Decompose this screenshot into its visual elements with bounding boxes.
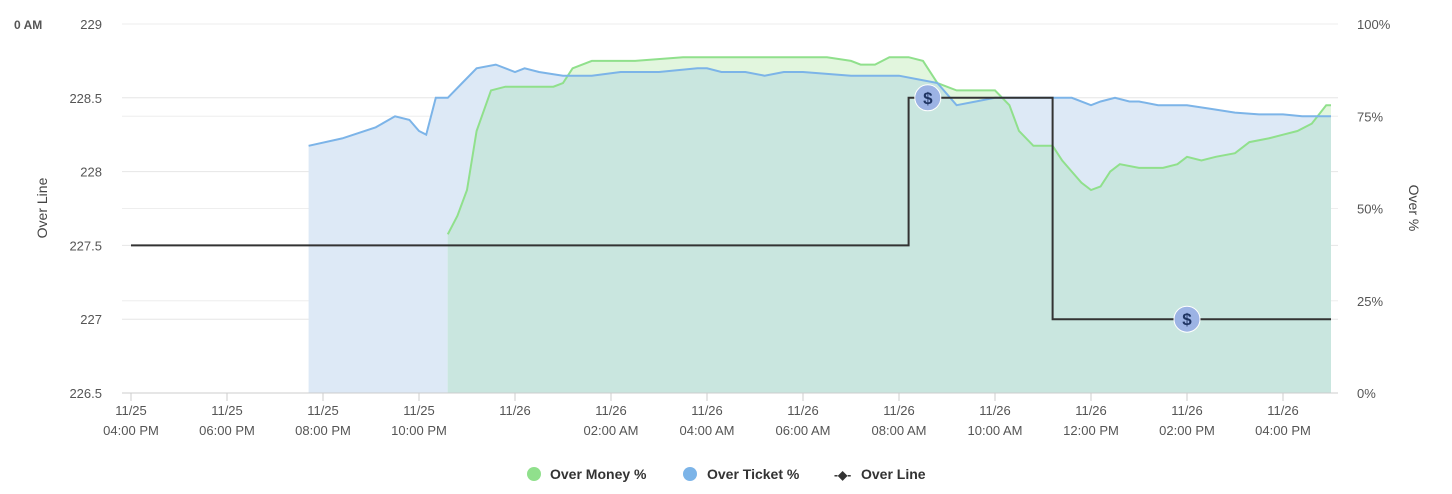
legend-item-line[interactable]: -◆- Over Line <box>834 466 926 482</box>
y-axis-title-right: Over % <box>1406 185 1422 232</box>
y-tick-label-left: 229 <box>80 17 102 32</box>
legend-line-symbol: -◆- <box>834 468 851 482</box>
x-tick-label-time: 04:00 AM <box>680 423 735 438</box>
x-tick-label-time: 12:00 PM <box>1063 423 1119 438</box>
x-tick-label-date: 11/26 <box>691 403 723 418</box>
y-tick-label-left: 228 <box>80 165 102 180</box>
x-tick-label-date: 11/26 <box>1171 403 1203 418</box>
dollar-marker-symbol: $ <box>923 89 933 108</box>
x-tick-label-time: 08:00 AM <box>872 423 927 438</box>
legend-money-label: Over Money % <box>550 466 647 482</box>
x-tick-label-time: 02:00 PM <box>1159 423 1215 438</box>
x-tick-label-date: 11/25 <box>115 403 147 418</box>
x-tick-label-date: 11/26 <box>499 403 531 418</box>
y-tick-label-right: 75% <box>1357 109 1383 124</box>
x-tick-label-time: 06:00 AM <box>776 423 831 438</box>
x-tick-label-time: 02:00 AM <box>584 423 639 438</box>
series-lines <box>131 56 1331 321</box>
y-tick-label-right: 25% <box>1357 294 1383 309</box>
y-tick-label-left: 227 <box>80 312 102 327</box>
legend-item-money[interactable]: Over Money % <box>527 466 647 482</box>
dollar-marker-circle <box>1173 305 1201 333</box>
y-tick-label-left: 226.5 <box>69 386 102 401</box>
x-tick-label-date: 11/26 <box>979 403 1011 418</box>
y-tick-label-right: 0% <box>1357 386 1376 401</box>
dollar-marker: $ <box>1173 305 1201 333</box>
x-tick-label-date: 11/26 <box>595 403 627 418</box>
legend-item-ticket[interactable]: Over Ticket % <box>683 466 800 482</box>
y-axis-title-left: Over Line <box>34 177 50 238</box>
overlap-area <box>447 64 1331 393</box>
ticket-line <box>308 63 1331 147</box>
x-tick-label-date: 11/26 <box>787 403 819 418</box>
legend-ticket-swatch <box>683 467 697 481</box>
x-tick-label-time: 10:00 PM <box>391 423 447 438</box>
legend-ticket-label: Over Ticket % <box>707 466 800 482</box>
x-tick-label-date: 11/25 <box>211 403 243 418</box>
dollar-marker-circle <box>914 84 942 112</box>
corner-label: 0 AM <box>14 18 42 32</box>
y-tick-label-left: 228.5 <box>69 91 102 106</box>
over-line <box>131 96 1331 321</box>
x-tick-label-time: 10:00 AM <box>968 423 1023 438</box>
x-tick-label-date: 11/26 <box>883 403 915 418</box>
legend: Over Money % Over Ticket % -◆- Over Line <box>527 466 926 482</box>
x-tick-label-time: 04:00 PM <box>103 423 159 438</box>
dollar-marker-symbol: $ <box>1182 310 1192 329</box>
dollar-marker: $ <box>914 84 942 112</box>
y-tick-label-right: 50% <box>1357 202 1383 217</box>
legend-money-swatch <box>527 467 541 481</box>
x-tick-label-date: 11/26 <box>1075 403 1107 418</box>
series-areas <box>308 57 1332 393</box>
x-tick-label-date: 11/25 <box>403 403 435 418</box>
axes: 226.5 227 227.5 228 228.5 229 0% 25% 50% 75% 100% 1… <box>69 17 1390 438</box>
x-tick-label-time: 08:00 PM <box>295 423 351 438</box>
x-tick-label-time: 04:00 PM <box>1255 423 1311 438</box>
y-tick-label-left: 227.5 <box>69 238 102 253</box>
line-move-markers: $$ <box>914 84 1201 333</box>
y-tick-label-right: 100% <box>1357 17 1391 32</box>
x-tick-label-date: 11/26 <box>1267 403 1299 418</box>
x-tick-label-date: 11/25 <box>307 403 339 418</box>
legend-line-label: Over Line <box>861 466 926 482</box>
x-tick-label-time: 06:00 PM <box>199 423 255 438</box>
